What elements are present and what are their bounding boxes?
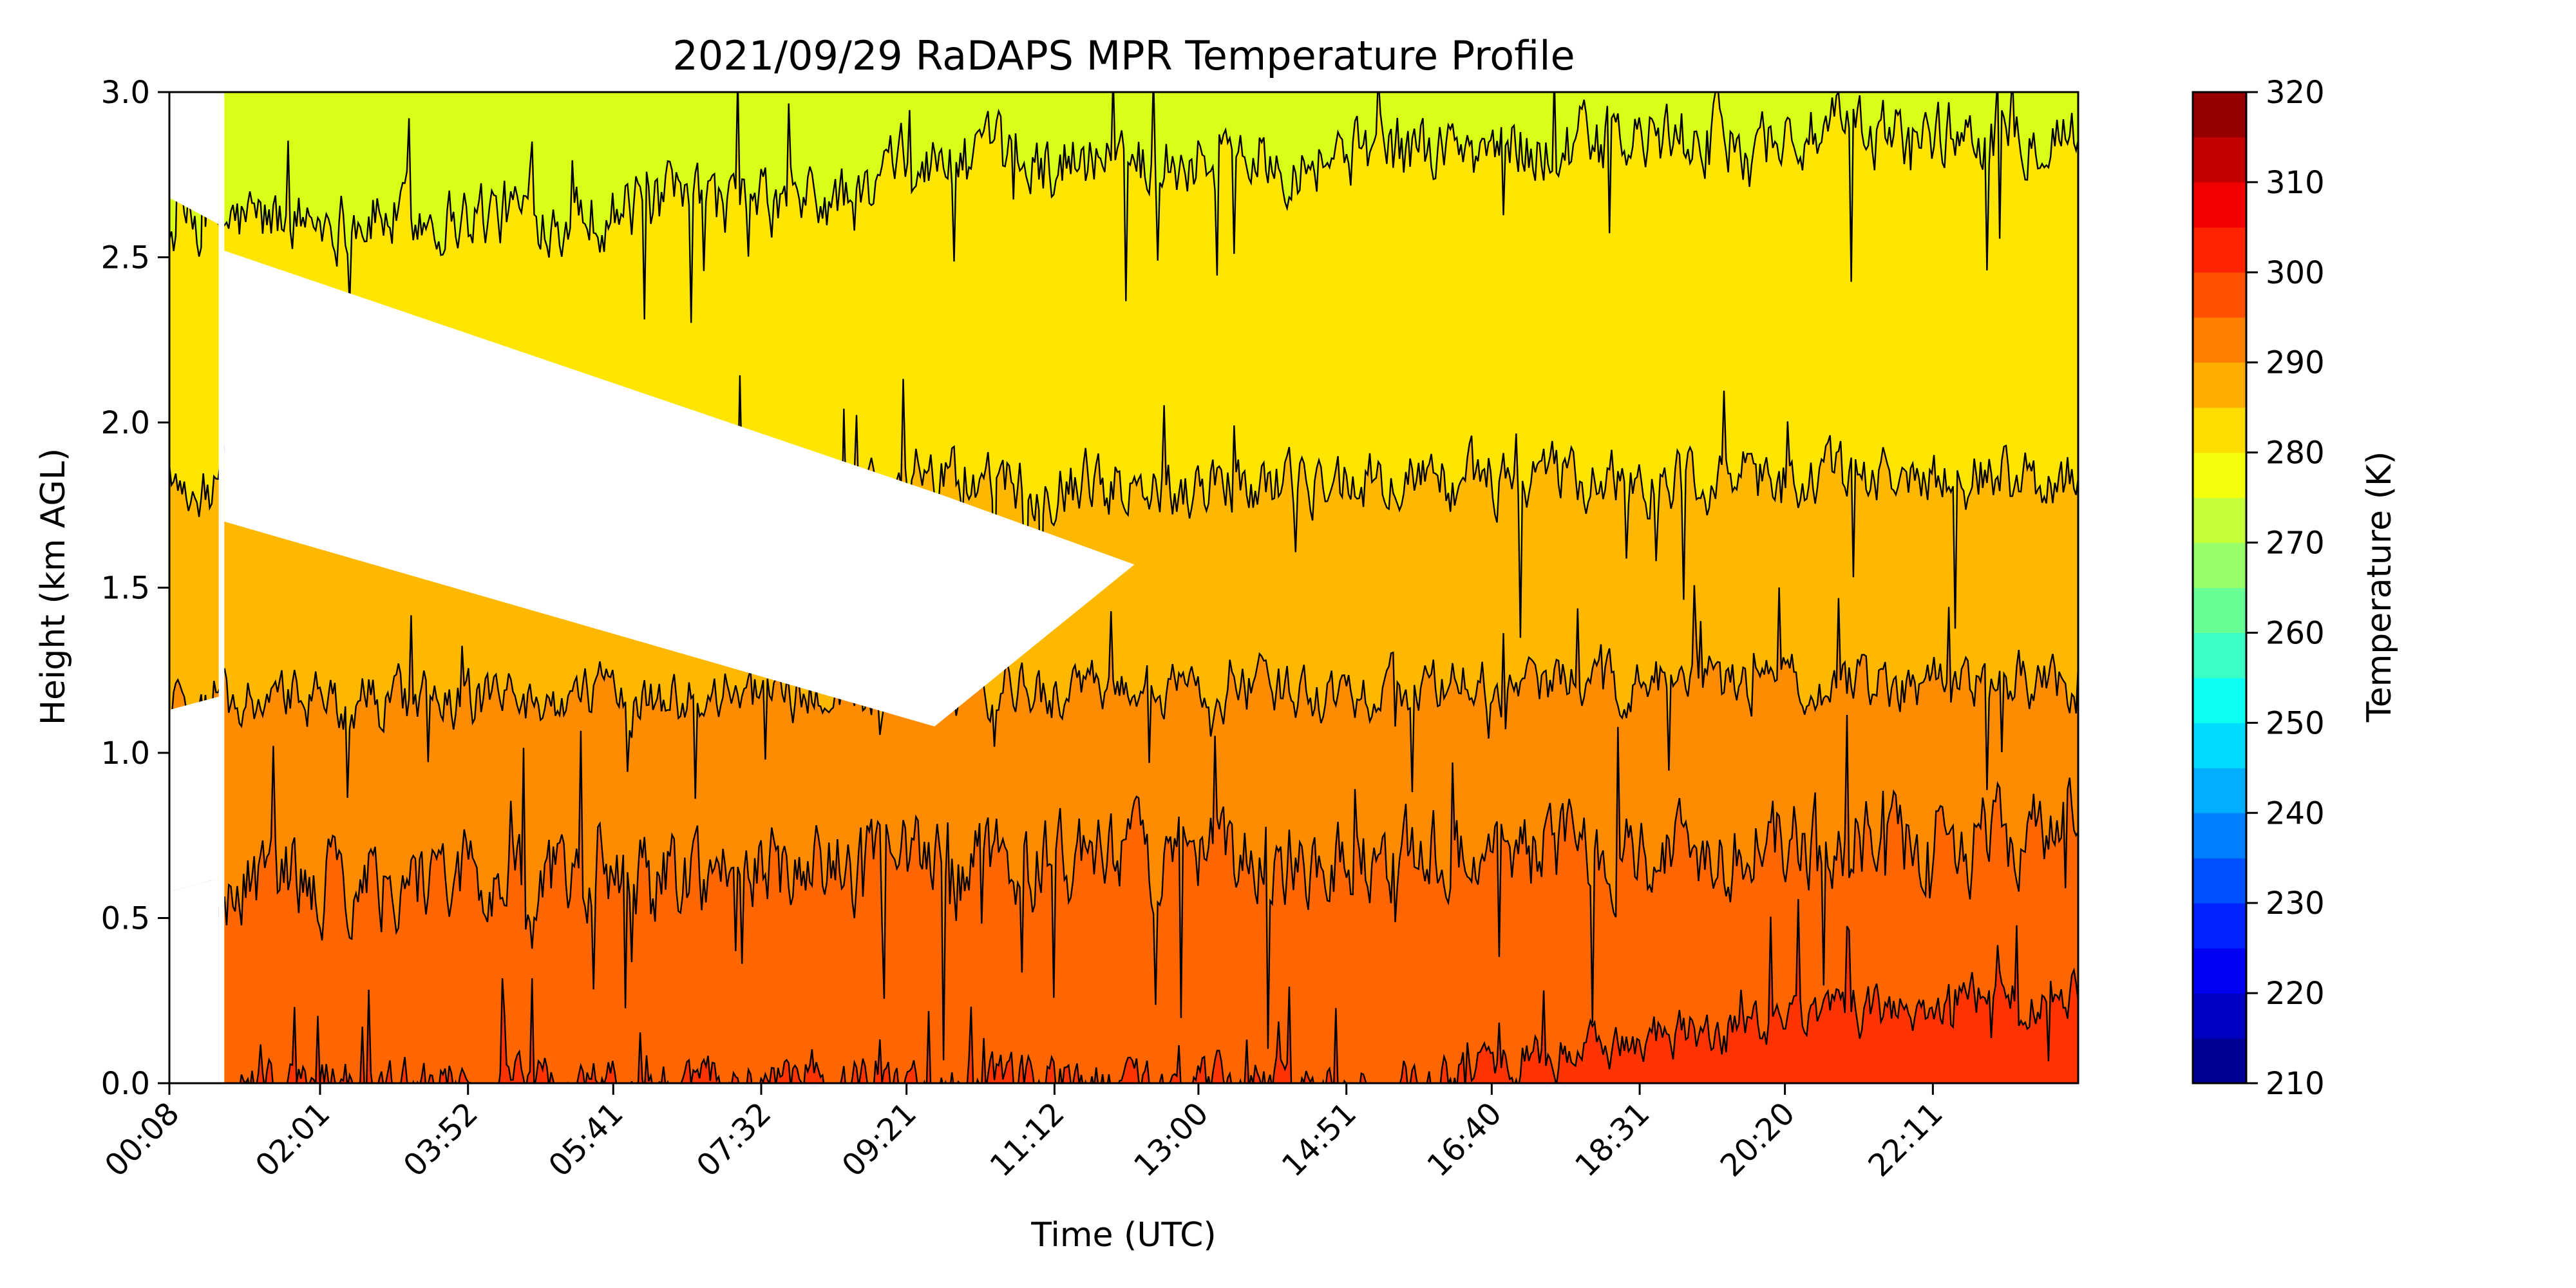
x-tick-label: 07:32	[690, 1095, 778, 1184]
y-tick-label: 1.0	[101, 735, 150, 772]
x-tick-label: 20:20	[1714, 1095, 1802, 1184]
colorbar-tick-label: 230	[2266, 886, 2325, 922]
x-tick-label: 22:11	[1861, 1095, 1949, 1184]
colorbar-level	[2193, 137, 2246, 183]
plot-area	[169, 92, 2078, 1083]
x-tick-label: 02:01	[249, 1095, 337, 1184]
y-axis-label: Height (km AGL)	[34, 448, 73, 725]
contour-line-295K	[173, 899, 2078, 1083]
colorbar-level	[2193, 723, 2246, 768]
band-290-295	[169, 715, 2078, 1083]
colorbar-level	[2193, 1038, 2246, 1084]
colorbar-level	[2193, 182, 2246, 228]
x-tick-label: 09:21	[835, 1095, 923, 1184]
contour-line-285K	[169, 585, 2078, 799]
colorbar-level	[2193, 948, 2246, 994]
x-axis-label: Time (UTC)	[1030, 1216, 1216, 1255]
x-tick-label: 13:00	[1127, 1095, 1215, 1184]
y-tick-label: 1.5	[101, 571, 150, 607]
colorbar-level	[2193, 903, 2246, 949]
colorbar-tick-label: 320	[2266, 75, 2325, 111]
colorbar-level	[2193, 362, 2246, 408]
colorbar: 210 220 230 240 250 260 270 280 290 300 310 320	[2192, 75, 2325, 1102]
colorbar-tick-label: 300	[2266, 255, 2325, 291]
colorbar-tick-label: 220	[2266, 976, 2325, 1012]
y-tick-label: 3.0	[101, 75, 150, 111]
chart-title: 2021/09/29 RaDAPS MPR Temperature Profil…	[672, 32, 1575, 79]
colorbar-level	[2193, 92, 2246, 138]
colorbar-level	[2193, 542, 2246, 588]
colorbar-level	[2193, 227, 2246, 273]
y-tick-label: 2.0	[101, 405, 150, 441]
band-295-300	[174, 899, 2078, 1083]
colorbar-level	[2193, 632, 2246, 678]
colorbar-tick-label: 280	[2266, 435, 2325, 471]
contour-line-275K	[169, 92, 2078, 323]
contour-line-290K	[169, 714, 2078, 1061]
colorbar-level	[2193, 272, 2246, 318]
x-tick-label: 00:08	[98, 1095, 186, 1184]
x-tick-label: 14:51	[1275, 1095, 1363, 1184]
colorbar-tick-label: 270	[2266, 526, 2325, 562]
colorbar-label: Temperature (K)	[2360, 451, 2399, 723]
missing-region-top	[169, 92, 219, 225]
colorbar-level	[2193, 768, 2246, 813]
colorbar-tick-label: 310	[2266, 165, 2325, 201]
x-tick-label: 05:41	[542, 1095, 630, 1184]
x-tick-label: 03:52	[397, 1095, 485, 1184]
colorbar-tick-label: 250	[2266, 705, 2325, 741]
interpolation-wedge	[224, 251, 1135, 726]
x-tick-label: 16:40	[1420, 1095, 1508, 1184]
missing-region-low	[169, 696, 219, 892]
x-tick-label: 18:31	[1568, 1095, 1656, 1184]
colorbar-level	[2193, 452, 2246, 498]
colorbar-tick-label: 240	[2266, 795, 2325, 831]
colorbar-tick-label: 290	[2266, 345, 2325, 381]
colorbar-level	[2193, 317, 2246, 363]
colorbar-level	[2193, 497, 2246, 544]
y-tick-label: 0.5	[101, 901, 150, 937]
colorbar-level	[2193, 858, 2246, 904]
colorbar-tick-label: 210	[2266, 1066, 2325, 1102]
colorbar-level	[2193, 993, 2246, 1039]
colorbar-frame	[2192, 91, 2248, 1084]
y-tick-label: 0.0	[101, 1066, 150, 1102]
colorbar-tick-label: 260	[2266, 615, 2325, 651]
colorbar-level	[2193, 677, 2246, 723]
missing-region-bottom	[169, 878, 219, 1083]
y-tick-label: 2.5	[101, 240, 150, 276]
data-gap	[218, 92, 225, 1083]
colorbar-level	[2193, 407, 2246, 453]
x-tick-label: 11:12	[983, 1095, 1071, 1184]
colorbar-level	[2193, 813, 2246, 858]
colorbar-level	[2193, 587, 2246, 633]
